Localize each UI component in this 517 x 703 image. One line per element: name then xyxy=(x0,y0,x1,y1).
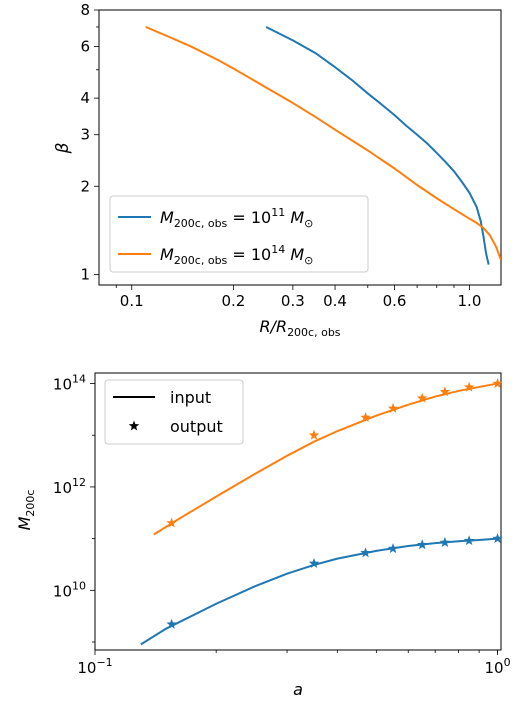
bottom-output-star xyxy=(166,517,177,528)
top-series-line-1 xyxy=(145,26,501,261)
top-legend-box xyxy=(109,195,369,273)
top-y-axis-label: β xyxy=(53,142,73,154)
top-legend: M200c, obs = 1011 M⊙ M200c, obs = 1014 M… xyxy=(109,195,369,273)
bottom-output-star xyxy=(463,535,475,546)
legend-label-m14: M200c, obs = 1014 M⊙ xyxy=(160,243,313,267)
top-y-tick-label: 6 xyxy=(80,38,90,56)
bottom-x-axis-label: a xyxy=(293,680,303,699)
top-y-tick-label: 2 xyxy=(80,177,90,195)
bottom-output-star xyxy=(439,537,451,547)
legend-label-output: output xyxy=(170,417,223,436)
top-x-tick-label: 0.3 xyxy=(281,292,305,310)
bottom-output-star xyxy=(360,412,371,422)
bottom-output-star xyxy=(308,429,320,440)
bottom-output-star xyxy=(463,381,475,392)
bottom-axes-frame xyxy=(94,372,502,651)
bottom-y-tick-label: 1012 xyxy=(53,476,86,497)
top-x-tick-label: 0.2 xyxy=(221,292,245,310)
bottom-input-line-0 xyxy=(153,382,498,536)
top-y-tick-label: 1 xyxy=(80,265,90,283)
legend-label-input: input xyxy=(170,388,211,407)
bottom-y-axis-label: M200c xyxy=(15,490,37,531)
bottom-y-tick-label: 1014 xyxy=(53,373,86,394)
bottom-output-star xyxy=(387,543,399,554)
top-x-axis-label: R/R200c, obs xyxy=(259,317,340,339)
bottom-y-tick-label: 1010 xyxy=(53,579,86,600)
bottom-output-star xyxy=(492,533,503,544)
bottom-x-tick-label: 100 xyxy=(484,656,510,677)
bottom-output-star xyxy=(308,558,320,568)
bottom-x-tick-label: 10−1 xyxy=(77,656,112,677)
legend-label-m11: M200c, obs = 1011 M⊙ xyxy=(160,206,313,230)
top-x-tick-label: 0.4 xyxy=(323,292,347,310)
bottom-output-star xyxy=(492,378,503,388)
bottom-output-star xyxy=(417,392,428,403)
top-y-tick-label: 8 xyxy=(80,1,90,19)
legend-swatch-output xyxy=(128,420,140,431)
bottom-panel: 10−1 100 1010 1012 1014 a M200c input output xyxy=(15,372,511,699)
bottom-output-star xyxy=(439,386,451,397)
bottom-output-star xyxy=(166,618,177,629)
top-series-line-0 xyxy=(265,26,490,265)
bottom-output-star xyxy=(360,547,371,558)
top-x-tick-label: 0.6 xyxy=(383,292,407,310)
top-y-tick-label: 3 xyxy=(80,126,90,144)
bottom-output-star xyxy=(387,402,399,413)
top-x-tick-label: 1.0 xyxy=(458,292,482,310)
top-x-tick-label: 0.1 xyxy=(120,292,144,310)
top-axes-frame xyxy=(98,9,502,286)
bottom-input-line-1 xyxy=(140,537,498,646)
bottom-legend: input output xyxy=(104,379,244,445)
bottom-output-star xyxy=(417,539,428,550)
top-y-tick-label: 4 xyxy=(80,89,90,107)
